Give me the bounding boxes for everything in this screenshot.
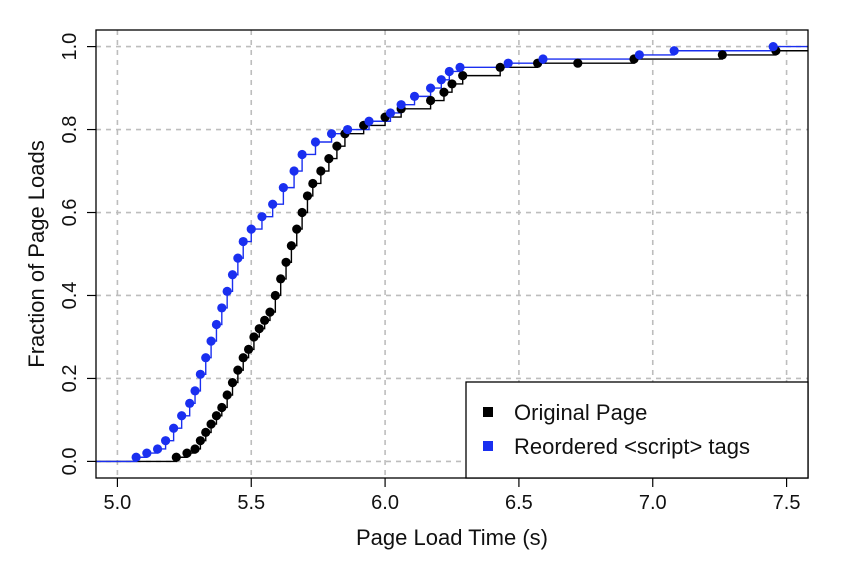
data-point-original [308,178,318,189]
data-point-reordered [211,319,222,330]
y-tick-label: 0.2 [59,365,81,393]
data-point-reordered [190,386,200,396]
data-point-original [292,224,302,234]
data-point-original [222,390,232,400]
data-point-reordered [227,270,238,280]
data-point-reordered [503,58,513,68]
plot-frame [95,29,809,479]
data-point-reordered [326,129,337,139]
data-point-reordered [201,353,211,363]
y-tick-label: 0.4 [59,282,81,310]
data-point-reordered [268,199,278,209]
data-point-original [182,448,192,458]
data-point-original [211,411,222,421]
data-point-original [447,79,457,89]
x-tick-label: 7.5 [773,492,801,514]
data-point-original [227,377,238,388]
data-point-reordered [289,166,299,176]
data-point-reordered [169,423,179,433]
data-point-original [171,452,181,462]
data-point-reordered [177,411,187,421]
legend-label-original: Original Page [514,400,647,425]
data-point-reordered [152,444,163,454]
data-point-reordered [278,183,288,193]
data-point-reordered [669,46,679,56]
x-tick-label: 5.0 [104,492,132,514]
data-point-original [573,58,583,68]
x-axis-title: Page Load Time (s) [356,525,548,550]
data-points [131,41,781,462]
data-point-reordered [768,41,778,52]
data-point-reordered [436,75,446,85]
data-point-original [195,436,205,446]
data-point-original [238,353,248,363]
data-point-reordered [195,369,205,379]
data-point-reordered [396,100,406,110]
legend-marker-reordered [483,441,493,451]
data-point-original [286,241,296,251]
data-point-original [332,141,342,151]
data-point-reordered [238,236,248,247]
data-point-original [276,274,286,284]
data-point-reordered [364,116,374,126]
data-point-original [249,332,259,342]
data-point-original [324,153,334,164]
data-point-reordered [257,212,267,222]
data-point-original [302,191,313,201]
data-point-original [281,257,291,267]
data-point-original [316,166,326,176]
data-point-original [254,324,264,334]
data-point-reordered [425,83,436,93]
y-tick-label: 0.8 [59,116,81,144]
data-point-reordered [217,303,227,313]
data-point-original [260,315,270,325]
data-point-reordered [206,336,216,346]
data-point-original [201,427,211,437]
data-point-reordered [310,137,321,147]
data-point-reordered [185,398,195,408]
data-point-reordered [246,224,256,234]
data-point-original [190,444,200,454]
data-point-original [265,307,275,317]
y-tick-label: 1.0 [59,33,81,61]
data-point-reordered [222,286,232,296]
data-point-original [206,419,216,429]
data-point-reordered [160,436,171,446]
data-point-original [233,365,243,375]
x-tick-label: 6.5 [505,492,533,514]
legend-marker-original [483,407,493,417]
legend: Original Page Reordered <script> tags [465,381,809,479]
legend-label-reordered: Reordered <script> tags [514,434,750,459]
x-tick-label: 7.0 [639,492,667,514]
data-point-original [425,95,436,106]
data-point-reordered [233,253,243,263]
x-tick-label: 5.5 [237,492,265,514]
y-axis-title: Fraction of Page Loads [24,140,49,367]
data-point-original [270,290,280,301]
data-point-original [243,344,254,355]
data-point-original [717,50,727,60]
data-point-reordered [131,452,141,462]
data-point-reordered [444,66,454,77]
data-point-reordered [538,54,548,64]
y-tick-label: 0.6 [59,199,81,227]
data-point-original [217,402,227,413]
legend-box [465,381,809,479]
y-axis: 0.0 0.2 0.4 0.6 0.8 1.0 [59,33,96,476]
x-axis: 5.0 5.5 6.0 6.5 7.0 7.5 [104,478,801,514]
data-point-reordered [455,62,465,72]
data-point-original [439,87,449,97]
data-point-reordered [409,91,420,101]
data-point-reordered [142,448,152,458]
y-tick-label: 0.0 [59,448,81,476]
data-point-original [495,62,505,72]
data-point-reordered [634,50,644,60]
data-point-reordered [297,149,307,160]
data-point-reordered [385,108,396,118]
data-point-original [297,207,307,218]
x-tick-label: 6.0 [371,492,399,514]
data-point-original [458,71,468,81]
data-point-reordered [343,124,353,135]
